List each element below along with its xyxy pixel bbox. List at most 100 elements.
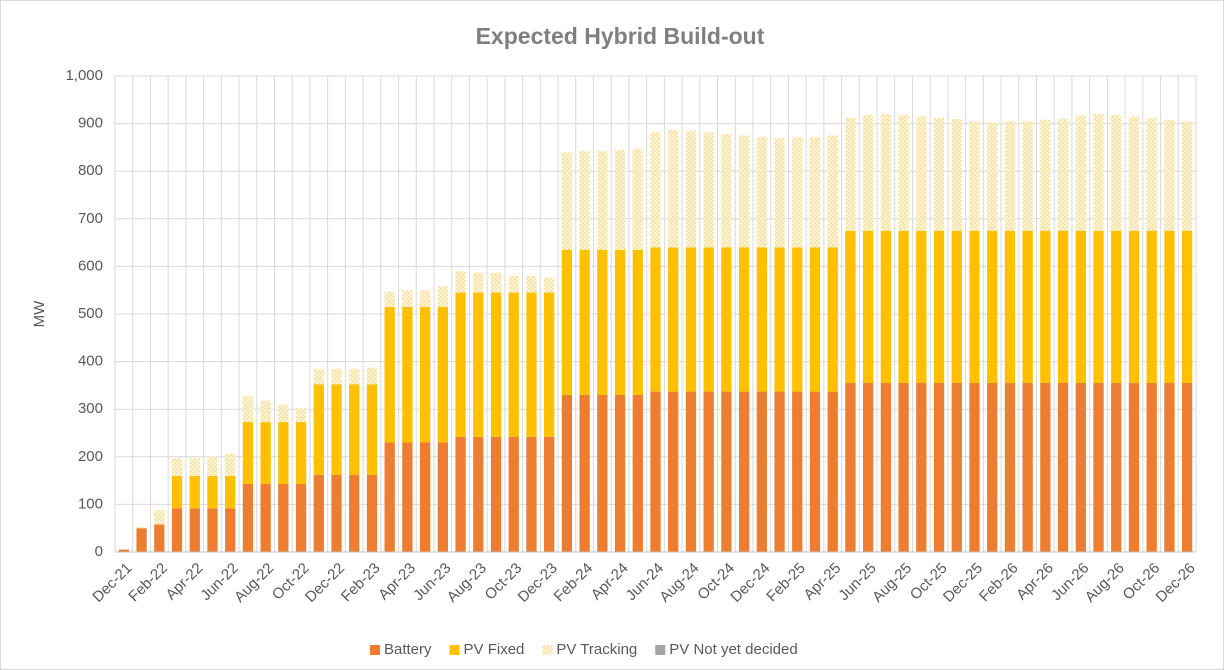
bar-segment [1022, 383, 1033, 552]
bar-segment [331, 384, 342, 475]
bar-segment [1146, 383, 1157, 552]
bar-segment [756, 391, 767, 552]
bar-segment [402, 290, 413, 307]
bar-segment [171, 508, 183, 552]
bar-segment [614, 249, 626, 395]
bar-segment [242, 483, 254, 552]
bar-segment [774, 391, 785, 552]
bar-segment [863, 230, 874, 384]
bar-segment [242, 395, 254, 423]
bar-segment [668, 391, 679, 552]
bar-segment [987, 230, 998, 384]
bar-segment [455, 271, 466, 293]
bar-segment [508, 436, 519, 552]
bar-segment [295, 422, 307, 484]
bar-segment [118, 549, 129, 552]
y-axis-label: MW [31, 300, 48, 327]
bar-segment [437, 286, 448, 307]
bar-segment [1111, 230, 1122, 384]
bar-segment [969, 121, 980, 231]
bar-segment [402, 442, 413, 552]
bar-segment [1022, 121, 1033, 231]
bar-segment [969, 383, 980, 552]
bar-segment [455, 436, 466, 552]
bar-segment [242, 422, 254, 484]
bar-segment [419, 290, 431, 307]
bar-segment [738, 247, 750, 392]
bar-segment [827, 135, 838, 248]
bar-segment [1057, 118, 1069, 231]
bar-segment [703, 132, 714, 248]
bar-segment [933, 230, 945, 384]
bar-segment [313, 384, 324, 475]
bar-segment [792, 391, 803, 552]
bar-segment [898, 383, 909, 552]
bar-segment [384, 442, 395, 552]
bar-segment [349, 474, 360, 552]
bar-segment [419, 442, 431, 552]
bar-segment [189, 475, 200, 509]
bar-segment [632, 249, 643, 395]
bar-segment [632, 148, 643, 250]
bar-segment [792, 136, 803, 248]
bar-segment [792, 247, 803, 392]
bar-segment [756, 136, 767, 248]
bar-segment [1040, 230, 1051, 384]
bar-segment [863, 383, 874, 552]
bar-segment [171, 475, 183, 509]
y-tick-label: 700 [78, 210, 103, 227]
bar-segment [1164, 119, 1175, 231]
legend-swatch [449, 645, 460, 655]
bar-segment [898, 115, 909, 231]
bar-segment [561, 394, 573, 552]
legend-label: PV Tracking [556, 641, 637, 658]
bar-segment [189, 508, 200, 552]
bar-segment [721, 247, 732, 392]
bar-segment [845, 230, 856, 384]
bar-segment [916, 116, 927, 231]
bar-segment [987, 383, 998, 552]
bar-segment [685, 391, 697, 552]
bar-segment [366, 474, 378, 552]
bar-segment [933, 383, 945, 552]
bar-segment [473, 272, 484, 293]
bar-segment [1004, 121, 1016, 231]
bar-segment [526, 275, 537, 293]
bar-segment [260, 422, 271, 484]
bar-segment [402, 306, 413, 443]
bar-segment [1093, 383, 1104, 552]
bar-segment [419, 306, 431, 443]
bar-segment [260, 400, 271, 423]
bar-segment [189, 458, 200, 476]
bar-segment [490, 292, 502, 437]
legend-swatch [542, 645, 553, 655]
bar-segment [969, 230, 980, 384]
bar-segment [809, 247, 821, 392]
bar-segment [756, 247, 767, 392]
bar-segment [1164, 383, 1175, 552]
bar-segment [544, 292, 555, 437]
bar-segment [1040, 119, 1051, 231]
bar-segment [668, 129, 679, 248]
bar-segment [1164, 230, 1175, 384]
bar-segment [614, 149, 626, 250]
bar-segment [987, 122, 998, 231]
bar-segment [863, 115, 874, 231]
bar-segment [1111, 383, 1122, 552]
bar-segment [561, 152, 573, 250]
bar-segment [933, 117, 945, 231]
y-tick-label: 0 [95, 543, 103, 560]
bar-segment [1004, 230, 1016, 384]
bar-segment [685, 247, 697, 392]
bar-segment [437, 442, 448, 552]
bar-segment [1128, 383, 1140, 552]
bar-segment [207, 475, 218, 509]
bar-segment [1093, 230, 1104, 384]
bar-segment [1182, 383, 1193, 552]
bar-segment [295, 408, 307, 423]
bar-segment [1111, 115, 1122, 231]
bar-segment [455, 292, 466, 437]
bar-segment [721, 134, 732, 248]
bar-segment [1182, 230, 1193, 384]
bar-segment [650, 247, 661, 392]
